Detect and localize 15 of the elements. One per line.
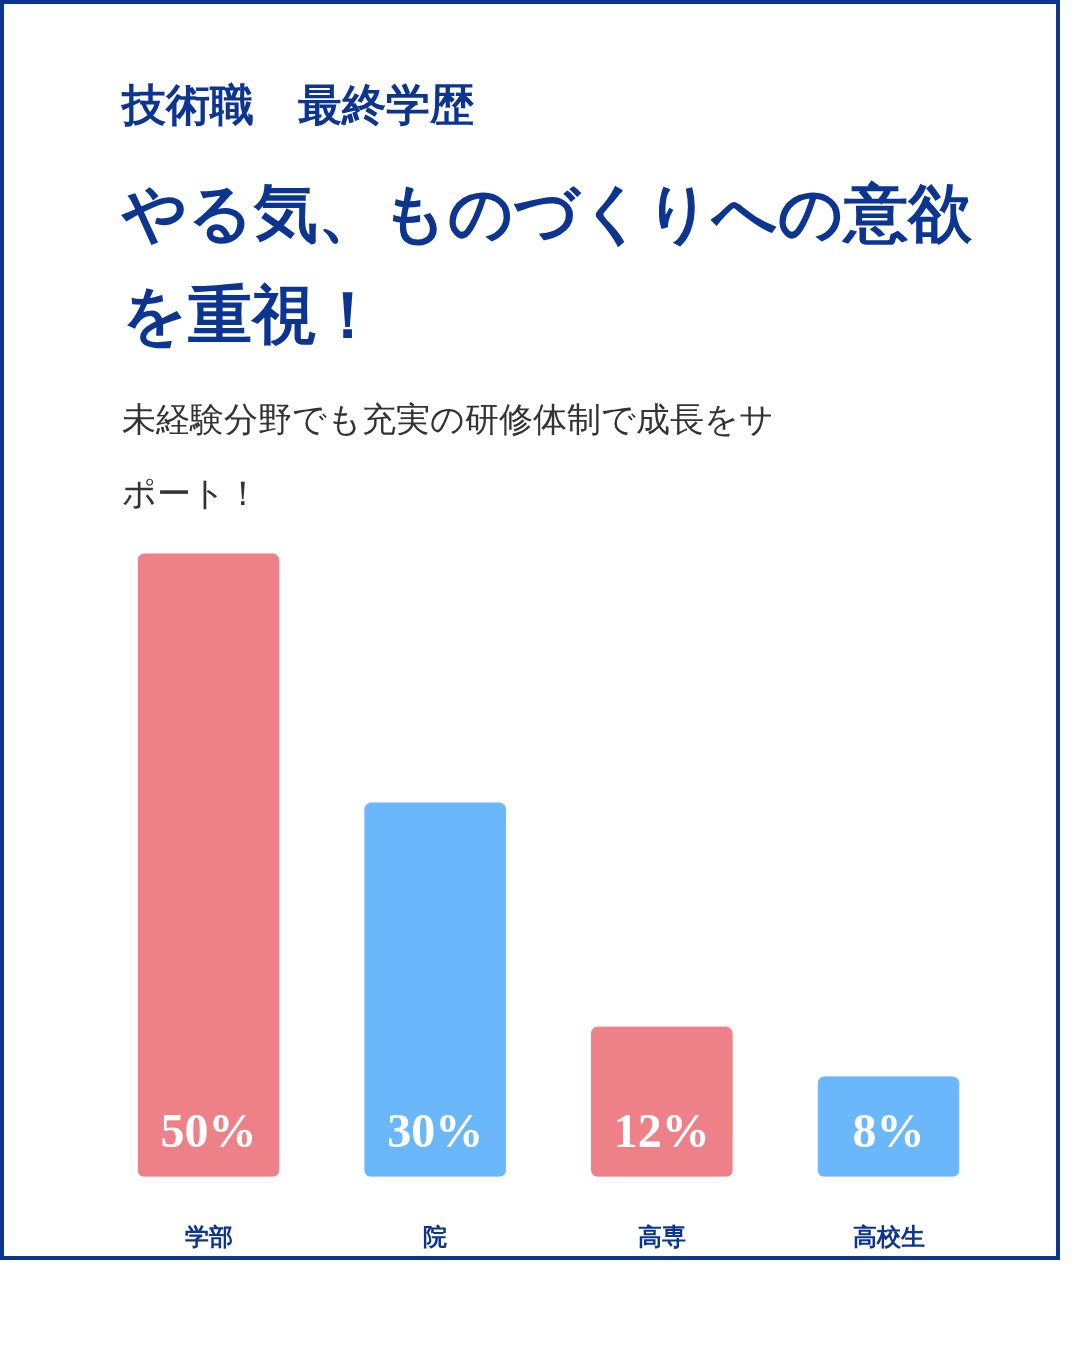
x-tick-label: 学部 (184, 1222, 233, 1251)
data-label: 12% (613, 1103, 710, 1157)
x-tick-label: 高専 (637, 1222, 686, 1251)
x-tick-label: 院 (423, 1222, 448, 1251)
bar (364, 802, 506, 1177)
chart-title: 技術職 最終学歴 (122, 78, 474, 132)
bar (137, 553, 280, 1177)
bar (591, 1026, 733, 1177)
chart-subtitle: やる気、ものづくりへの意欲を重視！ (122, 174, 973, 355)
x-tick-label: 高校生 (852, 1222, 925, 1251)
data-label: 50% (160, 1103, 257, 1157)
data-label: 30% (387, 1103, 484, 1157)
bar (817, 1076, 960, 1177)
data-label: 8% (852, 1103, 925, 1157)
text: 未経験分野でも充実の研修体制で成長をサポート！ (122, 397, 775, 516)
